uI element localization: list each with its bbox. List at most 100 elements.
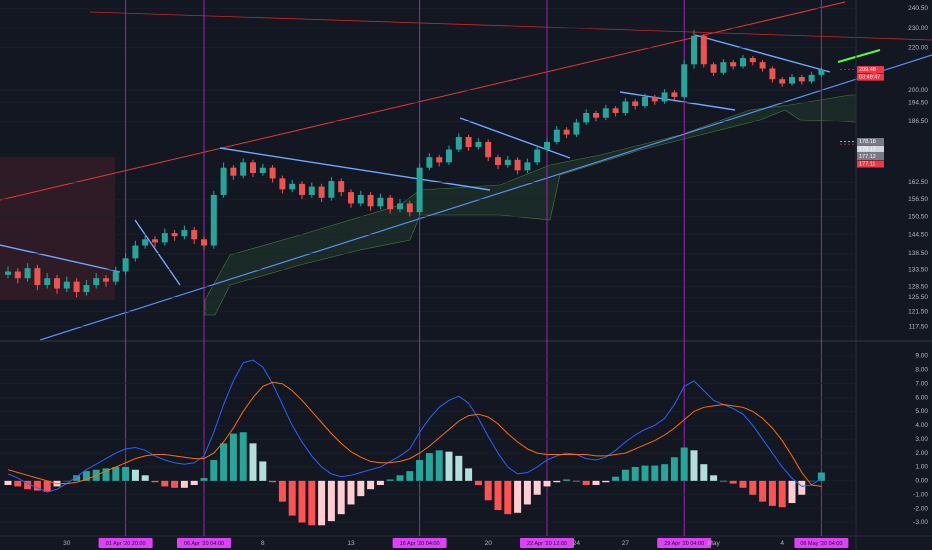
histogram-bar [161, 480, 169, 487]
candle-body [5, 271, 11, 275]
candle-body [348, 192, 354, 204]
histogram-bar [641, 465, 649, 481]
histogram-bar [788, 480, 796, 504]
candle-body [544, 141, 550, 150]
histogram-bar [278, 480, 286, 502]
candle-body [201, 239, 207, 246]
trend-line [134, 219, 181, 286]
candle-body [220, 167, 227, 195]
histogram-bar [739, 480, 747, 488]
trend-line [459, 117, 571, 159]
candle-body [485, 141, 492, 158]
candle-body [34, 268, 41, 286]
x-label-box [520, 538, 574, 548]
candle-body [808, 74, 815, 82]
histogram-bar [337, 480, 345, 515]
candle-body [524, 162, 531, 171]
x-tick-label: 30 [63, 540, 71, 547]
y-tick-label: 3.00 [915, 436, 928, 443]
candle-body [651, 96, 658, 102]
histogram-bar [817, 472, 825, 481]
histogram-bar [33, 480, 41, 491]
histogram-bar [445, 451, 453, 481]
y-tick-label: 230.00 [908, 25, 928, 32]
x-tick-label: 13 [347, 540, 355, 547]
histogram-bar [82, 471, 90, 481]
candle-body [191, 230, 198, 240]
y-tick-label: -1.00 [913, 491, 928, 498]
candle-body [818, 69, 825, 75]
histogram-bar [308, 480, 316, 526]
histogram-bar [357, 480, 365, 497]
histogram-bar [367, 480, 375, 490]
price-label-box [857, 153, 884, 161]
histogram-bar [190, 480, 198, 486]
histogram-bar [4, 480, 12, 486]
histogram-bar [122, 466, 130, 481]
candle-body [779, 79, 786, 84]
x-label-box [657, 538, 712, 548]
y-tick-label: 7.00 [915, 380, 928, 387]
candle-body [573, 122, 580, 135]
y-tick-label: 4.00 [915, 422, 928, 429]
histogram-bar [553, 480, 561, 483]
candle-body [534, 149, 541, 163]
histogram-bar [612, 476, 620, 481]
x-label-box [794, 538, 849, 548]
candle-body [93, 278, 100, 286]
histogram-bar [465, 468, 473, 481]
trend-line [89, 11, 932, 41]
candle-body [475, 141, 482, 147]
histogram-bar [73, 475, 81, 481]
x-tick-label: 29 Apr '20 04:00 [664, 541, 704, 547]
histogram-bar [504, 480, 512, 515]
histogram-bar [151, 480, 159, 483]
histogram-bar [808, 480, 816, 482]
y-tick-label: 150.50 [908, 213, 928, 220]
x-tick-label: 06 Apr '20 04:00 [184, 541, 224, 547]
histogram-bar [239, 432, 247, 481]
x-tick-label: 22 Apr '20 12:00 [527, 541, 567, 547]
candle-body [367, 194, 374, 207]
histogram-bar [768, 480, 776, 506]
trend-line [619, 91, 736, 111]
y-tick-label: 0.00 [915, 478, 928, 485]
candle-body [700, 35, 707, 65]
candle-body [308, 186, 315, 195]
cloud-bullish [204, 94, 857, 316]
histogram-bar [406, 471, 414, 481]
candle-body [171, 233, 178, 237]
x-label-box [392, 538, 447, 548]
y-tick-label: 156.50 [908, 196, 928, 203]
x-tick-label: 16 Apr '20 04:00 [400, 541, 440, 547]
candle-body [161, 233, 168, 243]
histogram-bar [710, 475, 718, 481]
candle-body [259, 167, 266, 173]
candle-body [661, 92, 668, 102]
candle-body [759, 62, 766, 69]
x-label-box [177, 538, 231, 548]
candle-body [24, 268, 31, 279]
x-tick-label: 24 [573, 540, 581, 547]
histogram-bar [249, 443, 257, 481]
x-tick-label: 20 [485, 540, 493, 547]
price-label-box [857, 138, 884, 146]
candle-body [377, 197, 384, 207]
y-tick-label: 133.50 [908, 267, 928, 274]
histogram-bar [680, 447, 688, 481]
candle-body [446, 149, 452, 163]
candle-body [455, 137, 462, 150]
y-tick-label: 5.00 [915, 408, 928, 415]
y-tick-label: 200.00 [908, 87, 928, 94]
histogram-bar [220, 443, 228, 481]
histogram-bar [141, 475, 149, 481]
y-tick-label: 144.50 [908, 231, 928, 238]
histogram-bar [396, 475, 404, 481]
histogram-bar [484, 480, 492, 501]
candle-body [152, 239, 158, 243]
candle-body [671, 92, 678, 97]
y-tick-label: 186.50 [908, 118, 928, 125]
x-tick-label: 8 [261, 540, 265, 547]
y-tick-label: 117.50 [909, 323, 929, 330]
